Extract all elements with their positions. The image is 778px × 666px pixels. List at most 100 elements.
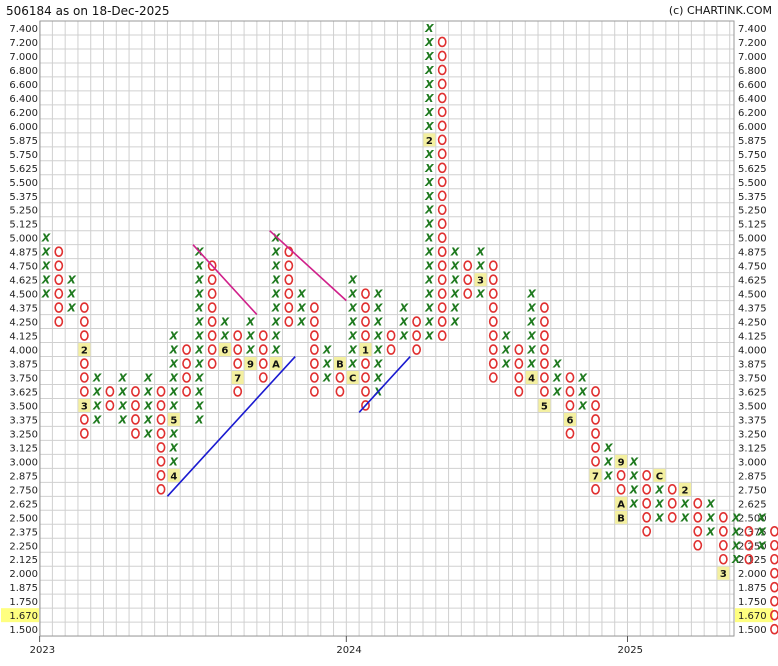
o-box [437,274,447,285]
x-axis-label: 2025 [617,645,642,656]
x-box: X [603,441,613,454]
y-tick-label-right: 5.750 [738,150,767,161]
month-marker: 6 [221,346,228,357]
x-box: X [296,288,306,301]
o-box [437,260,447,271]
x-box: X [424,330,434,343]
y-tick-label-right: 4.875 [738,248,767,259]
x-box: X [271,344,281,357]
o-box [488,344,498,355]
o-box [309,302,319,313]
y-tick-label-right: 3.125 [738,443,767,454]
o-box [540,302,549,313]
x-box: X [169,441,179,454]
x-box: X [245,330,255,343]
x-box: X [526,302,536,315]
o-box [437,204,447,216]
x-box: X [169,427,179,440]
x-box: X [731,525,741,538]
o-box [667,511,677,523]
o-box [156,470,166,481]
o-box [156,456,166,467]
x-box: X [424,204,434,217]
grid [39,20,735,637]
y-tick-label-left: 3.500 [9,401,38,412]
month-marker-bg [231,371,244,384]
o-box [770,539,778,551]
o-box [361,358,370,369]
o-box [591,386,600,397]
o-box [770,595,778,607]
y-tick-label-right: 4.625 [738,276,767,287]
month-marker: B [336,360,344,371]
y-tick-label-left: 1.670 [9,611,38,622]
o-box [718,525,728,537]
month-marker-bg [244,357,257,371]
x-box: X [705,511,715,524]
o-box [131,386,140,397]
x-box: X [194,399,204,412]
o-box [437,232,447,243]
o-box [437,218,447,230]
y-tick-label-left: 3.750 [9,374,38,385]
o-box [667,484,677,495]
o-box [463,288,473,299]
x-box: X [92,399,102,412]
o-box [361,372,370,383]
o-box [744,553,754,565]
x-box: X [271,232,281,245]
month-marker: 4 [528,374,535,385]
o-box [309,316,319,327]
pnf-columns: XXXXXXXX23XXXXXXXXXXXXXXXXXXX5XXX4XXXXXX… [41,22,778,635]
x-box: X [347,330,357,343]
o-box [540,344,549,355]
y-tick-label-left: 7.200 [9,38,38,49]
y-tick-label-right: 4.125 [738,332,767,343]
x-box: X [552,385,562,398]
o-box [718,511,728,523]
x-box: X [271,316,281,329]
x-box: X [756,525,766,538]
y-tick-label-left: 7.000 [9,52,38,63]
y-tick-label-right: 4.750 [738,262,767,273]
o-box [437,190,447,202]
month-marker-bg [563,412,576,426]
y-tick-label-left: 6.000 [9,122,38,133]
month-marker-bg [653,468,666,482]
o-box [616,484,626,495]
o-box [207,330,217,341]
x-box: X [501,344,511,357]
y-tick-label-right: 5.375 [738,192,767,203]
o-box [309,358,319,369]
x-box: X [552,358,562,371]
o-box [565,428,575,439]
x-box: X [347,358,357,371]
month-marker-bg [359,343,372,357]
x-box: X [143,372,153,385]
month-marker: 5 [541,401,548,412]
x-box: X [169,358,179,371]
o-box [770,553,778,565]
y-tick-label-left: 3.125 [9,443,38,454]
x-box: X [322,358,332,371]
x-box: X [654,511,664,524]
month-marker: 7 [234,374,241,385]
x-box: X [450,274,460,287]
o-box [233,330,243,341]
o-box [182,344,191,355]
x-box: X [629,469,639,482]
y-tick-label-left: 4.875 [9,248,38,259]
o-box [718,553,728,565]
month-marker: 2 [426,136,433,147]
month-marker-bg [270,357,283,371]
month-marker-bg [589,468,602,482]
month-marker-bg [474,273,487,287]
o-box [258,344,268,355]
y-tick-label-left: 6.400 [9,94,38,105]
y-tick-label-left: 2.125 [9,555,38,566]
x-box: X [322,344,332,357]
x-box: X [450,302,460,315]
o-box [463,274,473,285]
y-tick-label-right: 3.625 [738,387,767,398]
x-box: X [424,162,434,175]
